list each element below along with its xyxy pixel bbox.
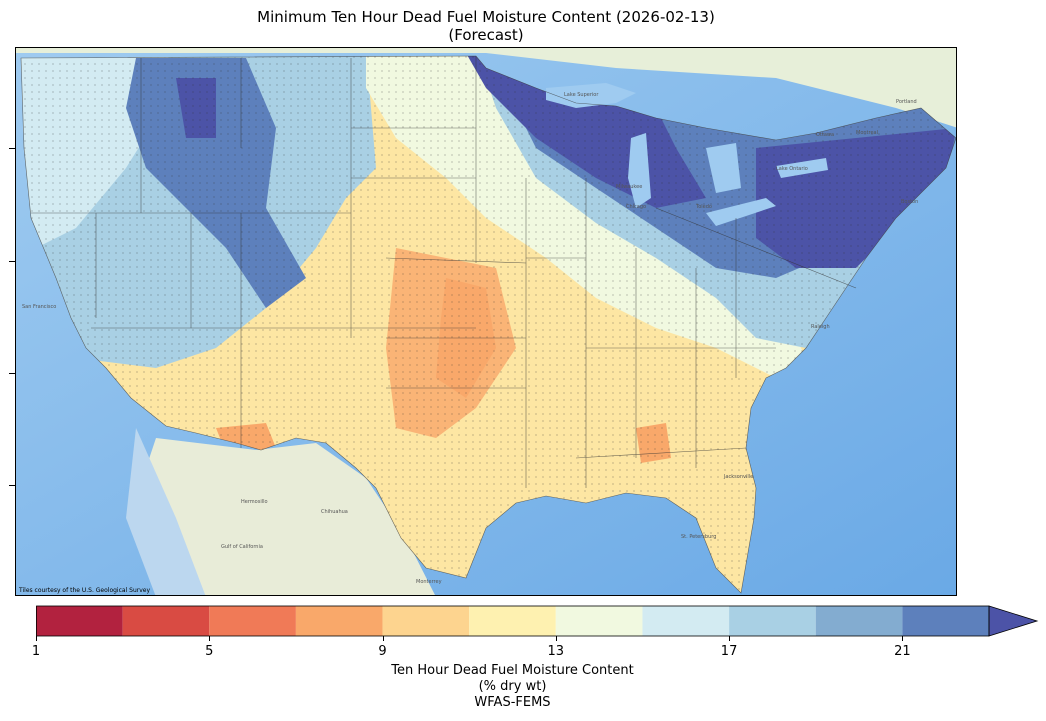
city-label: Lake Superior [564,92,599,98]
y-axis-tick [9,148,15,149]
colorbar-bin [36,606,123,636]
colorbar-label-line1: Ten Hour Dead Fuel Moisture Content [391,663,634,678]
colorbar-tick [36,636,37,641]
colorbar-bin [382,606,470,636]
colorbar-tick-label: 13 [547,644,565,659]
colorbar-bin [555,606,643,636]
city-label: San Francisco [22,304,56,310]
lake-erie [706,198,776,226]
city-label: Boston [901,199,918,205]
city-label: Hermosillo [241,499,268,505]
colorbar-bin [295,606,383,636]
canada-land [16,48,956,128]
colorbar-bin [729,606,816,636]
colorbar-bin [815,606,903,636]
fuel-moisture-map[interactable]: Hermosillo Chihuahua Monterrey Gulf of C… [15,47,957,596]
city-label: Lake Ontario [776,166,808,172]
colorbar-tick [902,636,904,641]
colorbar-bin [209,606,296,636]
colorbar-tick-label: 5 [205,644,214,659]
city-label: Portland [896,99,917,105]
state-boundaries [20,55,956,594]
y-axis-tick [9,485,15,486]
map-title: Minimum Ten Hour Dead Fuel Moisture Cont… [0,8,972,44]
map-title-line1: Minimum Ten Hour Dead Fuel Moisture Cont… [257,8,715,26]
lake-michigan [628,133,651,208]
city-label: Monterrey [416,579,442,585]
lake-superior [546,83,636,108]
city-label: Jacksonville [723,474,753,480]
city-label: Montreal [856,130,878,136]
colorbar-tick-label: 21 [894,644,911,659]
city-label: Chihuahua [321,509,348,515]
mexico-land [146,438,435,595]
colorbar-tick [555,636,557,641]
y-axis-tick [9,261,15,262]
colorbar-label: Ten Hour Dead Fuel Moisture Content (% d… [0,663,1025,711]
colorbar-tick-label: 17 [720,644,738,659]
colorbar-label-line2: (% dry wt) [478,679,547,694]
lake-ontario [776,158,828,178]
colorbar-extend-arrow [988,605,1039,637]
colorbar-bin [642,606,730,636]
colorbar-label-line3: WFAS-FEMS [474,695,551,710]
city-labels: Hermosillo Chihuahua Monterrey Gulf of C… [22,92,918,585]
colorbar-bin [902,606,989,636]
colorbar-tick [729,636,731,641]
city-label: Chicago [626,204,646,210]
city-label: Raleigh [811,324,830,330]
colorbar-bin [469,606,556,636]
lake-huron [706,143,741,193]
colorbar-tick [209,636,211,641]
colorbar-tick [382,636,384,641]
gulf-of-california [126,428,206,595]
colorbar-outline [36,605,990,637]
colorbar [36,605,1039,637]
map-title-line2: (Forecast) [448,26,524,44]
city-label: Milwaukee [616,184,642,190]
city-label: Gulf of California [221,544,263,550]
colorbar-tick-label: 9 [378,644,387,659]
tile-credit: Tiles courtesy of the U.S. Geological Su… [19,587,151,594]
colorbar-tick-label: 1 [31,644,41,659]
city-label: Ottawa [816,132,834,138]
city-label: St. Petersburg [681,534,716,540]
colorbar-bin [122,606,210,636]
y-axis-tick [9,373,15,374]
city-label: Toledo [695,204,712,210]
